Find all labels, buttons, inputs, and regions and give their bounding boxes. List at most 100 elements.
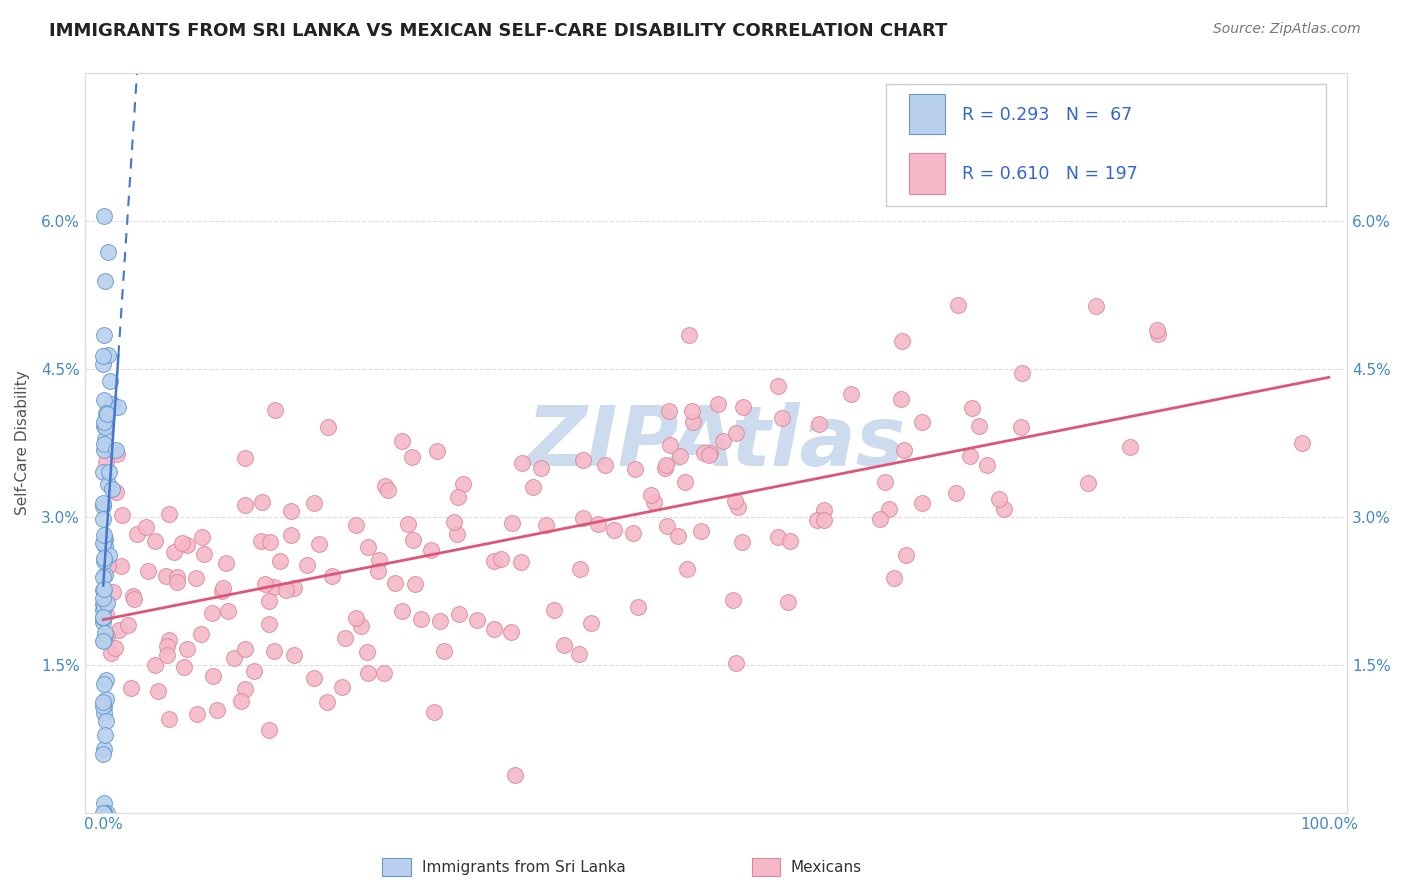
Point — [666, 529, 689, 543]
Point — [93, 805, 115, 820]
Point — [233, 681, 256, 696]
Point — [367, 553, 389, 567]
Point — [510, 456, 533, 470]
Point — [108, 623, 131, 637]
Point — [808, 417, 831, 431]
Point — [91, 805, 114, 820]
Point — [675, 562, 697, 576]
FancyBboxPatch shape — [886, 84, 1326, 206]
Point — [176, 538, 198, 552]
Point — [201, 606, 224, 620]
Point — [948, 298, 970, 312]
Point — [1011, 367, 1033, 381]
Text: ZIPAtlas: ZIPAtlas — [526, 402, 905, 483]
Point — [367, 565, 389, 579]
Point — [443, 515, 465, 529]
Text: R = 0.610   N = 197: R = 0.610 N = 197 — [962, 165, 1137, 183]
Point — [217, 604, 239, 618]
Point — [190, 627, 212, 641]
Point — [93, 442, 115, 457]
Point — [869, 512, 891, 526]
Point — [543, 603, 565, 617]
Point — [643, 495, 665, 509]
Point — [280, 504, 302, 518]
Point — [97, 245, 120, 260]
Point — [94, 607, 117, 621]
Point — [894, 549, 917, 563]
Point — [813, 503, 835, 517]
Point — [145, 534, 167, 549]
Point — [107, 400, 129, 414]
Point — [191, 529, 214, 543]
Point — [321, 569, 343, 583]
Point — [593, 458, 616, 473]
Point — [707, 397, 730, 411]
Point — [127, 526, 149, 541]
Point — [976, 458, 998, 472]
Point — [91, 610, 114, 624]
Point — [250, 534, 273, 549]
Point — [91, 357, 114, 371]
Point — [96, 805, 118, 820]
Point — [91, 695, 114, 709]
Point — [623, 462, 645, 476]
Point — [91, 535, 114, 549]
Point — [155, 569, 177, 583]
Point — [94, 420, 117, 434]
Point — [173, 660, 195, 674]
Point — [250, 495, 273, 509]
Point — [93, 634, 115, 648]
Point — [93, 554, 115, 568]
Point — [276, 582, 298, 597]
Point — [711, 434, 734, 448]
Point — [163, 544, 186, 558]
Point — [136, 564, 159, 578]
Point — [344, 611, 367, 625]
Point — [93, 677, 115, 691]
Point — [681, 404, 703, 418]
Point — [770, 410, 793, 425]
Point — [731, 534, 754, 549]
Point — [891, 334, 914, 349]
Point — [839, 386, 862, 401]
Point — [104, 641, 127, 656]
Point — [391, 434, 413, 449]
Point — [993, 501, 1015, 516]
Point — [166, 569, 188, 583]
Point — [402, 533, 425, 548]
Point — [231, 693, 253, 707]
Point — [91, 466, 114, 480]
Point — [724, 425, 747, 440]
Point — [398, 516, 420, 531]
Point — [96, 596, 118, 610]
Point — [1076, 476, 1098, 491]
Point — [1085, 300, 1108, 314]
Point — [813, 513, 835, 527]
Point — [215, 556, 238, 570]
Point — [264, 403, 287, 417]
Point — [699, 449, 721, 463]
Point — [724, 657, 747, 671]
Point — [420, 542, 443, 557]
Point — [97, 548, 120, 562]
Point — [501, 516, 523, 530]
Point — [721, 592, 744, 607]
Point — [143, 657, 166, 672]
Point — [93, 805, 115, 820]
Point — [166, 574, 188, 589]
Point — [117, 618, 139, 632]
Point — [193, 547, 215, 561]
Point — [690, 524, 713, 538]
Point — [91, 598, 114, 612]
Point — [503, 768, 526, 782]
Point — [100, 482, 122, 496]
Point — [766, 530, 789, 544]
Point — [94, 406, 117, 420]
Point — [253, 577, 276, 591]
Point — [384, 575, 406, 590]
Point — [98, 375, 121, 389]
Point — [94, 714, 117, 728]
Point — [269, 554, 291, 568]
Point — [91, 591, 114, 606]
Point — [91, 747, 114, 761]
